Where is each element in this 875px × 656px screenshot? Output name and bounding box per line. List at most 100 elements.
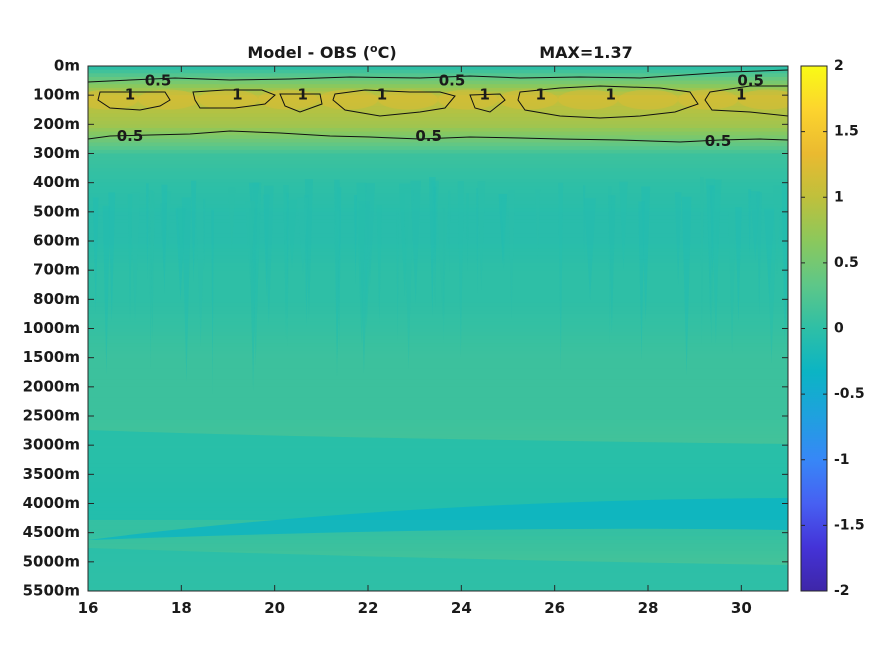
noise-streak (102, 205, 111, 375)
depth-band (88, 230, 788, 235)
noise-streak (160, 203, 167, 271)
noise-streak (508, 190, 515, 320)
noise-streak (334, 211, 340, 377)
depth-band (88, 84, 788, 89)
warm-patch (88, 89, 138, 110)
depth-band (88, 277, 788, 282)
contour-line-1-island-7 (704, 85, 788, 117)
x-tick-label: 24 (451, 599, 472, 617)
colorbar-scale (800, 65, 828, 592)
noise-streak (297, 197, 309, 275)
depth-band (88, 310, 788, 315)
depth-band (88, 120, 788, 125)
y-tick-label: 600m (33, 232, 80, 250)
depth-band (88, 248, 788, 253)
contour-label: 1 (125, 86, 135, 104)
noise-streak (211, 209, 214, 396)
noise-streak (764, 209, 775, 298)
depth-band (88, 335, 788, 341)
warm-patch (738, 89, 788, 110)
depth-band (88, 346, 788, 351)
y-tick-label: 400m (33, 173, 80, 191)
colorbar-tick-label: 0.5 (834, 255, 859, 271)
warm-patch (138, 89, 198, 110)
noise-streak (245, 201, 256, 286)
contour-lines (88, 69, 788, 143)
noise-streak (558, 182, 564, 371)
depth-band (88, 313, 788, 319)
warm-patch (318, 89, 378, 110)
y-tick-label: 300m (33, 144, 80, 162)
noise-streak (772, 185, 782, 276)
warm-patch (498, 89, 558, 110)
deep-lobe-lower (88, 498, 788, 540)
depth-band (88, 397, 788, 403)
x-tick-label: 18 (171, 599, 192, 617)
depth-band (88, 405, 788, 410)
colorbar-tick-label: -1 (834, 452, 850, 468)
noise-streak (410, 180, 421, 305)
noise-streak (146, 183, 149, 282)
depth-band (88, 262, 788, 268)
depth-band (88, 138, 788, 144)
noise-streaks (92, 176, 788, 396)
noise-streak (396, 210, 399, 343)
depth-band (88, 302, 788, 308)
noise-streak (228, 187, 236, 250)
depth-band (88, 237, 788, 242)
depth-band (88, 543, 788, 548)
noise-streak (756, 192, 762, 316)
noise-streak (476, 188, 479, 294)
depth-band (88, 131, 788, 136)
noise-streak (130, 192, 140, 324)
contour-line-1-island-6 (517, 85, 699, 119)
depth-band (88, 383, 788, 388)
depth-band (88, 350, 788, 355)
noise-streak (429, 176, 436, 317)
y-tick-label: 800m (33, 290, 80, 308)
colorbar-tick-label: 0 (834, 321, 844, 337)
depth-band (88, 135, 788, 140)
colorbar-tick-label: -0.5 (834, 386, 865, 402)
depth-band (88, 434, 788, 439)
noise-streak (700, 176, 704, 346)
y-tick-label: 4500m (23, 523, 80, 541)
noise-streak (287, 199, 297, 269)
depth-band (88, 259, 788, 264)
depth-band (88, 164, 788, 169)
contour-label: 1 (736, 86, 746, 104)
depth-band (88, 306, 788, 311)
depth-band (88, 401, 788, 406)
depth-band (88, 368, 788, 373)
depth-band (88, 255, 788, 260)
x-tick-label: 28 (638, 599, 659, 617)
colorbar-tick-label: 1.5 (834, 124, 859, 140)
depth-band (88, 168, 788, 173)
warm-patch (378, 89, 438, 110)
contour-label: 1 (232, 86, 242, 104)
contour-labels: 0.5 0.5 0.51 1 1 1 1 1 1 10.5 0.5 0.5 (117, 72, 764, 150)
depth-band (88, 222, 788, 228)
noise-streak (748, 189, 752, 259)
depth-band (88, 226, 788, 231)
depth-band (88, 539, 788, 545)
x-tick-label: 20 (264, 599, 285, 617)
contour-label: 0.5 (705, 132, 732, 150)
depth-band (88, 394, 788, 399)
y-tick-label: 2000m (23, 377, 80, 395)
chart-title: Model - OBS (oC) (247, 42, 396, 62)
x-tick-label: 30 (731, 599, 752, 617)
depth-band (88, 426, 788, 432)
noise-streak (92, 197, 99, 314)
y-tick-label: 3000m (23, 436, 80, 454)
noise-streak (584, 198, 596, 301)
noise-streak (376, 205, 382, 325)
contour-line-1-island-1 (97, 91, 171, 111)
colorbar-ticks: 2 1.5 1 0.5 0 -0.5 -1 -1.5 -2 (801, 58, 865, 599)
depth-band (88, 109, 788, 114)
noise-streak (448, 190, 451, 273)
depth-band (88, 423, 788, 428)
plot-area: 0.5 0.5 0.51 1 1 1 1 1 1 10.5 0.5 0.5 (88, 66, 788, 591)
depth-band (88, 354, 788, 359)
